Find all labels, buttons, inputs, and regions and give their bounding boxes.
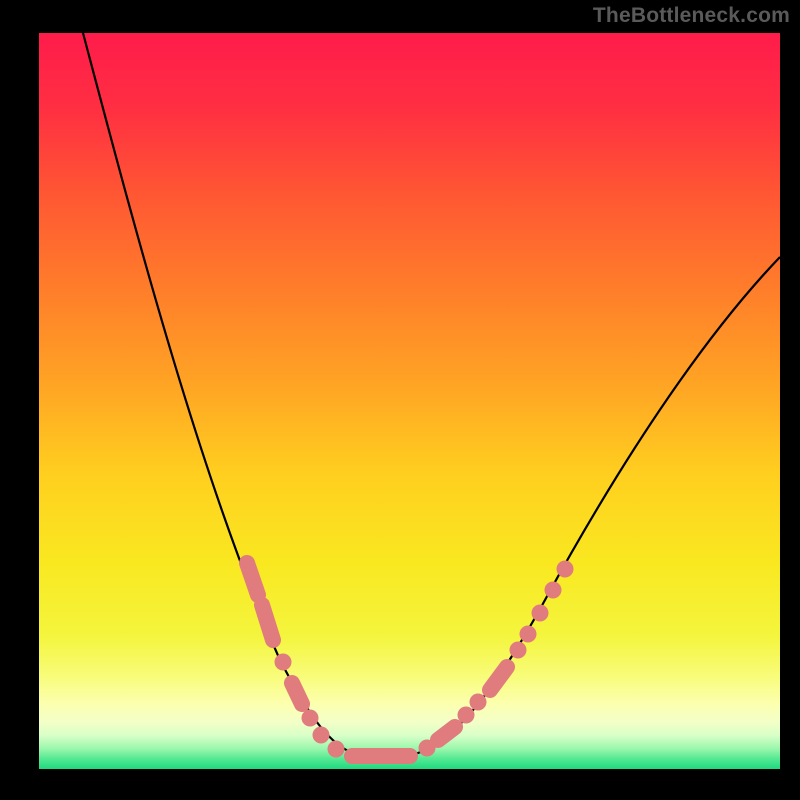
marker-dot <box>470 694 487 711</box>
marker-dot <box>275 654 292 671</box>
marker-dot <box>458 707 475 724</box>
chart-container: TheBottleneck.com <box>0 0 800 800</box>
marker-dot <box>419 740 436 757</box>
marker-dot <box>557 561 574 578</box>
marker-dot <box>545 582 562 599</box>
plot-background <box>39 33 780 769</box>
marker-dot <box>302 710 319 727</box>
marker-capsule <box>247 563 258 595</box>
marker-dot <box>313 727 330 744</box>
marker-capsule <box>438 727 455 740</box>
marker-dot <box>510 642 527 659</box>
bottleneck-chart <box>0 0 800 800</box>
marker-dot <box>532 605 549 622</box>
marker-capsule <box>292 683 302 704</box>
marker-capsule <box>262 605 273 640</box>
watermark-text: TheBottleneck.com <box>593 4 790 28</box>
marker-dot <box>520 626 537 643</box>
marker-dot <box>328 741 345 758</box>
